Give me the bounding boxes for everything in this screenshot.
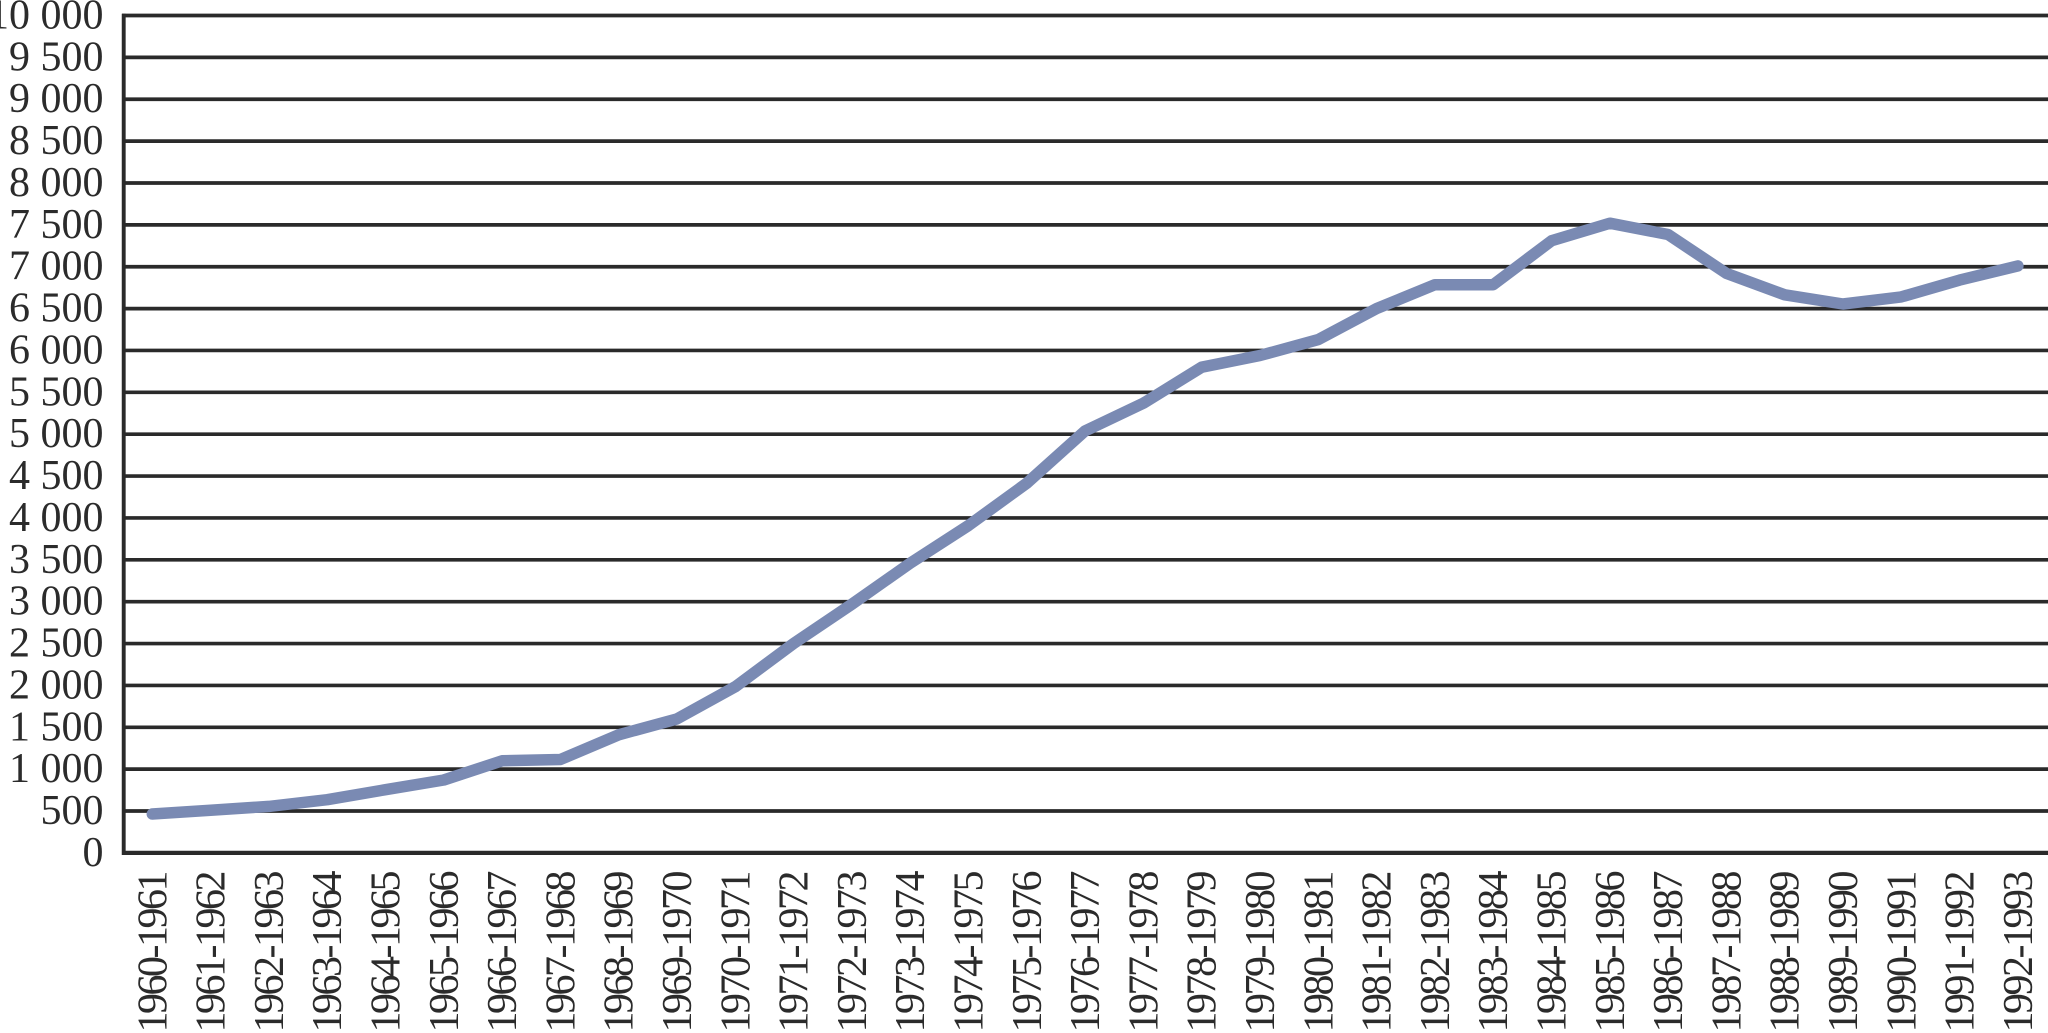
svg-text:1988-1989: 1988-1989	[1763, 872, 1809, 1033]
svg-text:1983-1984: 1983-1984	[1471, 871, 1517, 1033]
svg-text:2 000: 2 000	[9, 662, 104, 708]
svg-text:1985-1986: 1985-1986	[1588, 872, 1634, 1033]
svg-text:1974-1975: 1974-1975	[947, 872, 993, 1033]
svg-text:1962-1963: 1962-1963	[247, 872, 293, 1033]
svg-text:1987-1988: 1987-1988	[1704, 872, 1750, 1033]
svg-text:1 500: 1 500	[9, 704, 104, 750]
svg-text:1990-1991: 1990-1991	[1879, 873, 1925, 1033]
svg-text:1977-1978: 1977-1978	[1121, 872, 1167, 1033]
svg-text:9 500: 9 500	[9, 34, 104, 80]
svg-text:1969-1970: 1969-1970	[655, 872, 701, 1033]
svg-text:3 500: 3 500	[9, 537, 104, 583]
svg-text:1989-1990: 1989-1990	[1821, 872, 1867, 1033]
svg-text:1966-1967: 1966-1967	[480, 872, 526, 1033]
svg-text:1963-1964: 1963-1964	[305, 871, 351, 1033]
svg-text:1978-1979: 1978-1979	[1180, 872, 1226, 1033]
svg-text:1973-1974: 1973-1974	[888, 871, 934, 1033]
svg-text:1972-1973: 1972-1973	[830, 872, 876, 1033]
svg-text:1981-1982: 1981-1982	[1355, 873, 1401, 1033]
svg-text:4 500: 4 500	[9, 453, 104, 499]
svg-text:1986-1987: 1986-1987	[1646, 872, 1692, 1033]
svg-text:1965-1966: 1965-1966	[422, 872, 468, 1033]
svg-text:7 000: 7 000	[9, 244, 104, 290]
svg-text:6 500: 6 500	[9, 286, 104, 332]
svg-text:1967-1968: 1967-1968	[538, 872, 584, 1033]
svg-text:1970-1971: 1970-1971	[713, 873, 759, 1033]
svg-text:1 000: 1 000	[9, 746, 104, 792]
svg-text:1991-1992: 1991-1992	[1938, 873, 1984, 1033]
svg-text:1992-1993: 1992-1993	[1996, 872, 2042, 1033]
svg-text:4 000: 4 000	[9, 495, 104, 541]
svg-text:5 500: 5 500	[9, 369, 104, 415]
svg-text:6 000: 6 000	[9, 327, 104, 373]
svg-text:500: 500	[41, 788, 104, 834]
svg-text:5 000: 5 000	[9, 411, 104, 457]
svg-text:3 000: 3 000	[9, 579, 104, 625]
svg-text:1960-1961: 1960-1961	[130, 873, 176, 1033]
svg-text:1984-1985: 1984-1985	[1530, 872, 1576, 1033]
svg-text:1980-1981: 1980-1981	[1296, 873, 1342, 1033]
svg-text:1979-1980: 1979-1980	[1238, 872, 1284, 1033]
svg-text:1961-1962: 1961-1962	[189, 873, 235, 1033]
svg-text:1971-1972: 1971-1972	[772, 873, 818, 1033]
svg-text:1976-1977: 1976-1977	[1063, 872, 1109, 1033]
svg-text:1964-1965: 1964-1965	[364, 872, 410, 1033]
svg-text:7 500: 7 500	[9, 202, 104, 248]
svg-text:2 500: 2 500	[9, 621, 104, 667]
svg-text:1968-1969: 1968-1969	[597, 872, 643, 1033]
svg-text:1982-1983: 1982-1983	[1413, 872, 1459, 1033]
svg-text:1975-1976: 1975-1976	[1005, 872, 1051, 1033]
svg-text:0: 0	[83, 830, 104, 876]
svg-text:9 000: 9 000	[9, 76, 104, 122]
svg-text:10 000: 10 000	[0, 0, 104, 39]
svg-text:8 000: 8 000	[9, 160, 104, 206]
svg-text:8 500: 8 500	[9, 118, 104, 164]
